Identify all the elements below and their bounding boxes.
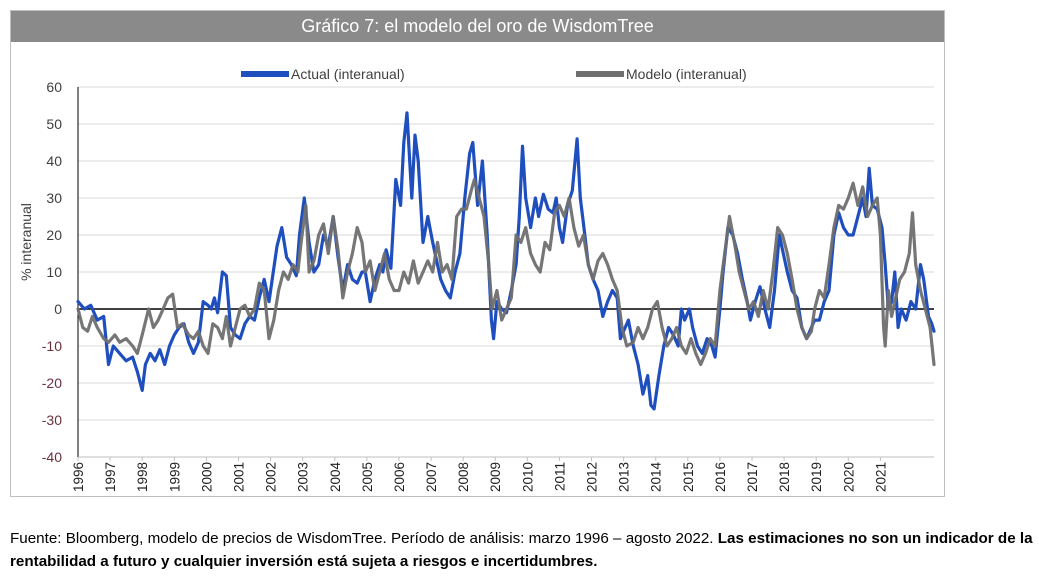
x-tick-label: 2006 (392, 462, 407, 492)
series-line-actual (76, 111, 936, 411)
x-tick-label: 1997 (103, 462, 118, 492)
legend-label: Modelo (interanual) (626, 66, 747, 82)
chart-frame: Gráfico 7: el modelo del oro de WisdomTr… (10, 10, 945, 497)
x-tick-label: 2009 (488, 462, 503, 492)
x-tick-label: 2021 (873, 462, 888, 492)
footnote-disclaimer: Las estimaciones no son un indicador de … (10, 530, 1033, 570)
y-tick-label: -40 (42, 449, 62, 465)
footnote-source: Fuente: Bloomberg, modelo de precios de … (10, 530, 718, 547)
x-tick-label: 2008 (456, 462, 471, 492)
y-tick-label: -10 (42, 338, 62, 354)
x-tick-label: 2015 (681, 462, 696, 492)
x-tick-label: 1999 (167, 462, 182, 492)
x-tick-label: 2013 (617, 462, 632, 492)
x-tick-label: 2004 (328, 462, 343, 493)
x-tick-label: 2017 (745, 462, 760, 492)
y-tick-label: 0 (54, 301, 62, 317)
x-tick-label: 2003 (296, 462, 311, 492)
y-tick-label: 20 (46, 227, 62, 243)
x-tick-label: 2005 (360, 462, 375, 492)
y-tick-label: -30 (42, 412, 62, 428)
series-line-modelo (76, 177, 936, 367)
x-tick-label: 2020 (841, 462, 856, 492)
y-tick-label: 50 (46, 116, 62, 132)
x-tick-label: 1996 (71, 462, 86, 492)
x-tick-label: 2012 (585, 462, 600, 492)
x-tick-label: 1998 (135, 462, 150, 492)
y-tick-label: 30 (46, 190, 62, 206)
x-tick-label: 2000 (199, 462, 214, 492)
y-tick-label: 10 (46, 264, 62, 280)
x-tick-label: 2002 (264, 462, 279, 492)
y-axis-label: % interanual (18, 203, 34, 281)
x-tick-label: 2010 (520, 462, 535, 492)
y-tick-label: -20 (42, 375, 62, 391)
footnote: Fuente: Bloomberg, modelo de precios de … (10, 527, 1035, 573)
chart-title: Gráfico 7: el modelo del oro de WisdomTr… (11, 11, 944, 42)
x-tick-label: 2007 (424, 462, 439, 492)
x-tick-label: 2011 (552, 462, 567, 491)
x-tick-label: 2019 (809, 462, 824, 492)
x-tick-label: 2014 (649, 462, 664, 493)
y-tick-label: 40 (46, 153, 62, 169)
y-tick-label: 60 (46, 79, 62, 95)
x-tick-label: 2016 (713, 462, 728, 492)
x-tick-label: 2001 (231, 462, 246, 492)
x-tick-label: 2018 (777, 462, 792, 492)
legend-label: Actual (interanual) (291, 66, 405, 82)
